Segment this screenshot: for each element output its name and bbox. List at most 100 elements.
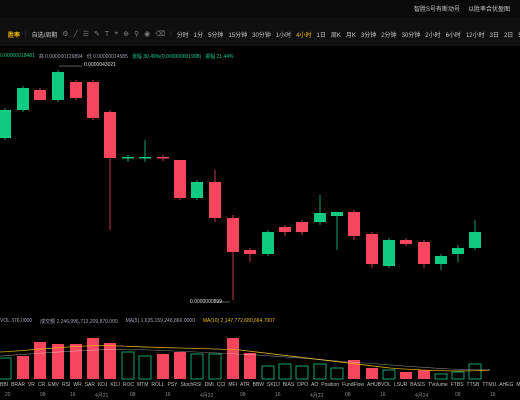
indicator-tab[interactable]: BBI	[0, 382, 9, 388]
indicator-tab[interactable]: ROC	[122, 382, 134, 388]
indicator-tab[interactable]: SKDJ	[267, 382, 280, 388]
candle-body[interactable]	[262, 232, 274, 254]
candle-body[interactable]	[17, 88, 29, 110]
indicator-tab[interactable]: AO	[311, 382, 319, 388]
interval-tab[interactable]: 1小时	[275, 32, 292, 39]
candle-body[interactable]	[227, 218, 239, 252]
indicator-tab[interactable]: MTM	[137, 382, 149, 388]
interval-tab[interactable]: 30分钟	[252, 32, 271, 39]
interval-tab[interactable]: 分时	[176, 32, 189, 39]
candle-body[interactable]	[191, 182, 203, 198]
indicator-tab[interactable]: TTMU	[482, 382, 497, 388]
candle-body[interactable]	[418, 242, 430, 264]
indicator-tab[interactable]: DPO	[297, 382, 309, 388]
interval-tab[interactable]: 4小时	[296, 32, 312, 39]
interval-tab[interactable]: 30分钟	[401, 32, 421, 39]
indicator-tab[interactable]: AHUBVOL	[367, 382, 391, 388]
settings-icon[interactable]: ⚙	[62, 31, 69, 38]
indicator-tab[interactable]: StochRSI	[180, 382, 202, 388]
ruler-icon[interactable]: ⌖	[114, 30, 119, 37]
interval-tab[interactable]: 5分钟	[208, 32, 224, 39]
candle-body[interactable]	[52, 72, 64, 100]
indicator-tab[interactable]: DMI	[204, 382, 214, 388]
magnet-icon[interactable]: ⊕	[123, 31, 130, 38]
candle-body[interactable]	[400, 240, 412, 244]
eye-icon[interactable]: ◉	[144, 31, 151, 38]
indicator-tab[interactable]: KDJ	[110, 382, 120, 388]
candle-body[interactable]	[104, 112, 116, 158]
candle-body[interactable]	[279, 227, 291, 232]
candle-body[interactable]	[435, 256, 447, 264]
indicator-tab[interactable]: TTSB	[466, 382, 480, 388]
indicator-tab[interactable]: SAR	[84, 382, 95, 388]
candlestick-chart[interactable]	[0, 46, 520, 400]
candle-body[interactable]	[331, 212, 343, 216]
indicator-tab[interactable]: ATR	[240, 382, 250, 388]
indicator-tab[interactable]: Position	[321, 382, 340, 388]
candle-body[interactable]	[174, 160, 186, 198]
lock-icon[interactable]: ⚲	[134, 31, 140, 38]
draw-line-icon[interactable]: ╱	[73, 31, 78, 38]
header-link-2[interactable]: 以胜率合优盈图	[467, 7, 510, 13]
indicator-tab[interactable]: FundFlow	[342, 382, 365, 388]
interval-tab[interactable]: 5日	[518, 30, 520, 39]
interval-tab[interactable]: 3日	[489, 32, 499, 39]
indicator-tab[interactable]: BIAS	[282, 382, 295, 388]
volume-bar	[104, 343, 116, 379]
indicator-tab[interactable]: VR	[27, 382, 35, 388]
text-icon[interactable]: T	[104, 30, 110, 38]
indicator-tab[interactable]: RSI	[62, 382, 71, 388]
indicator-tab[interactable]: AHEG	[499, 382, 514, 388]
interval-tab[interactable]: 3分钟	[360, 32, 377, 39]
volume-bar	[348, 360, 360, 379]
indicator-tab[interactable]: FTBS	[450, 382, 464, 388]
interval-tab[interactable]: 2日	[503, 32, 514, 39]
candle-body[interactable]	[157, 157, 169, 159]
volume-bar	[17, 356, 29, 379]
indicator-tab[interactable]: LSUR	[393, 382, 408, 388]
indicator-tab[interactable]: TVolume	[428, 382, 448, 388]
candle-body[interactable]	[139, 157, 151, 159]
interval-tab[interactable]: 6小时	[445, 32, 461, 39]
indicator-tab[interactable]: MLIR	[516, 382, 520, 388]
trash-icon[interactable]: ⌫	[155, 31, 166, 38]
candle-body[interactable]	[209, 182, 221, 218]
candle-body[interactable]	[70, 82, 82, 98]
interval-tab[interactable]: 15分钟	[228, 32, 248, 39]
indicator-tab[interactable]: PSY	[167, 382, 178, 388]
candle-body[interactable]	[383, 240, 395, 266]
indicator-tab[interactable]: KDJ	[97, 382, 108, 388]
candle-body[interactable]	[469, 232, 481, 248]
header-link-1[interactable]: 智胜S号有断动号	[413, 7, 460, 13]
interval-tab[interactable]: 2小时	[425, 32, 441, 39]
watchlist-button[interactable]: 自选/周期	[31, 32, 58, 39]
indicator-tab[interactable]: EMV	[48, 382, 59, 388]
candle-body[interactable]	[34, 90, 46, 100]
interval-tab[interactable]: 1分	[193, 32, 204, 39]
interval-tab[interactable]: 2分钟	[381, 32, 397, 39]
candle-body[interactable]	[366, 234, 378, 264]
interval-tab[interactable]: 12小时	[465, 32, 485, 39]
fib-icon[interactable]: ☰	[82, 31, 90, 38]
candle-body[interactable]	[348, 212, 360, 236]
vol-ma5: MA(5) 1,635,159,248,866.0000	[125, 318, 195, 324]
indicator-tab[interactable]: BASIS	[410, 382, 426, 388]
candle-body[interactable]	[122, 157, 134, 159]
indicator-tab[interactable]: BRAR	[11, 382, 25, 388]
indicator-tab[interactable]: CR	[37, 382, 46, 388]
candle-body[interactable]	[452, 248, 464, 254]
indicator-tab[interactable]: BBW	[252, 382, 265, 388]
candle-body[interactable]	[87, 82, 99, 118]
candle-body[interactable]	[244, 250, 256, 254]
candle-body[interactable]	[296, 222, 308, 232]
candle-body[interactable]	[314, 213, 326, 222]
interval-tab[interactable]: 月K	[345, 32, 356, 39]
indicator-tab[interactable]: WR	[73, 382, 82, 388]
interval-tab[interactable]: 周K	[330, 32, 341, 39]
indicator-tab[interactable]: CCI	[216, 382, 226, 388]
indicator-tab[interactable]: MFI	[228, 382, 237, 388]
interval-tab[interactable]: 1日	[316, 32, 326, 39]
brush-icon[interactable]: ✎	[94, 31, 100, 38]
indicator-tab[interactable]: ROLL	[151, 382, 165, 388]
candle-body[interactable]	[0, 110, 11, 138]
